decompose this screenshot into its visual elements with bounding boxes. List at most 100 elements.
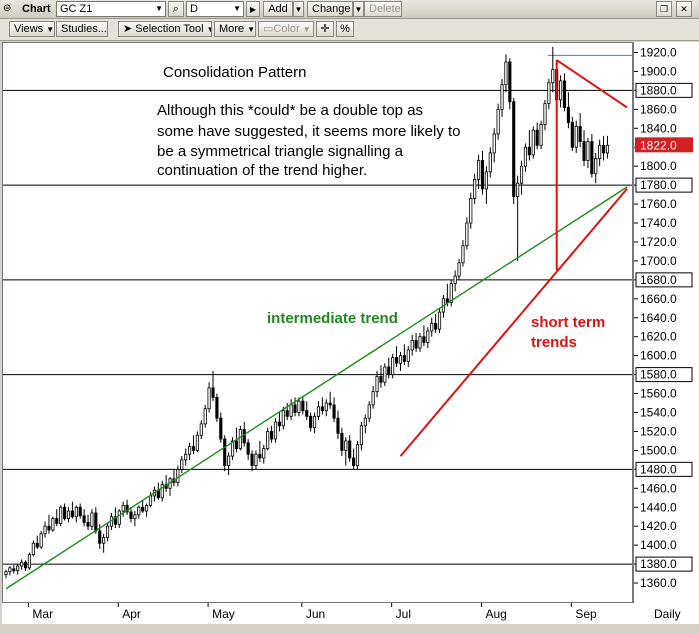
time-tick-label: Aug [485,607,506,621]
candle-body [516,182,520,197]
trend-line[interactable] [399,188,628,457]
candle-body [230,440,235,457]
last-price-label: 1822.0 [640,138,677,152]
price-tick-label: 1800.0 [640,159,677,173]
add-dropdown-button[interactable]: ▼ [293,1,304,17]
candlestick [39,530,43,549]
candle-body [320,406,324,412]
candle-body [324,402,328,412]
candle-body [31,542,35,556]
candlestick [129,507,133,523]
more-button[interactable]: More ▼ [214,21,256,37]
candle-body [195,434,199,451]
close-icon: ✕ [680,4,688,14]
interval-dropdown-icon[interactable]: ▼ [233,4,241,13]
change-dropdown-button[interactable]: ▼ [353,1,364,17]
candle-body [578,125,582,142]
crosshair-button[interactable]: ✛ [316,21,334,37]
time-axis[interactable]: Daily Mar Apr May Jun Jul Aug Sep [2,603,699,629]
candlestick [309,412,313,432]
close-window-button[interactable]: ✕ [676,1,692,17]
selection-tool-button[interactable]: ➤ Selection Tool ▼ [118,21,212,37]
candle-body [422,336,426,343]
candlestick [312,412,317,434]
play-button[interactable]: ▶ [246,1,260,17]
symbol-search-button[interactable]: ⌕ [168,1,184,17]
chart-annotation-title: Consolidation Pattern [163,64,306,81]
candle-body [289,404,293,417]
trend-line[interactable] [5,186,628,590]
delete-button[interactable]: Delete [364,1,402,17]
horizontal-scrollbar[interactable] [2,624,699,629]
candlestick [387,357,391,379]
candlestick [562,73,567,112]
candlestick [453,270,457,292]
candlestick [457,259,461,280]
candle-body [266,431,270,449]
candlestick [484,166,488,205]
price-tick-label: 1540.0 [640,406,677,420]
candlestick [316,401,321,421]
views-button[interactable]: Views ▼ [9,21,55,37]
change-button[interactable]: Change [307,1,353,17]
price-level-label: 1680.0 [640,273,677,287]
trend-line[interactable] [556,59,628,109]
candle-body [398,355,403,364]
comment-line-4: continuation of the trend higher. [157,162,367,179]
color-button[interactable]: ▭Color ▼ [258,21,314,37]
candlestick [31,540,35,557]
candle-body [254,453,258,466]
candle-body [258,453,262,459]
candlestick [266,427,270,451]
candle-body [590,141,594,175]
price-tick-label: 1560.0 [640,387,677,401]
add-button[interactable]: Add [263,1,293,17]
candlestick [410,334,414,356]
candlestick [59,505,63,527]
symbol-dropdown-icon[interactable]: ▼ [155,4,163,13]
candlestick [195,431,199,453]
price-tick-label: 1420.0 [640,519,677,533]
time-tick-label: Mar [32,607,53,621]
candlestick [344,437,348,466]
candle-body [352,457,356,466]
candle-body [383,366,387,383]
candlestick [383,363,387,386]
candle-body [98,530,102,544]
candlestick [332,397,336,422]
candle-body [594,158,598,175]
price-tick-label: 1860.0 [640,102,677,116]
interval-input[interactable]: D ▼ [186,1,244,17]
candlestick [285,403,289,421]
candle-body [125,504,129,513]
candle-body [121,504,125,512]
price-tick-label: 1900.0 [640,64,677,78]
candlestick [512,97,516,205]
candle-body [191,446,196,451]
percent-button[interactable]: % [336,21,354,37]
candlestick [8,565,12,576]
candle-body [137,506,141,516]
candle-body [305,410,309,417]
candle-body [129,511,133,520]
candlestick [289,399,293,421]
restore-window-button[interactable]: ❐ [656,1,672,17]
candle-body [215,396,219,419]
candle-body [113,516,117,525]
candle-body [348,440,352,459]
chart-plot-area[interactable]: Consolidation Pattern Although this *cou… [2,42,633,603]
symbol-input[interactable]: GC Z1 ▼ [56,1,166,17]
candlestick [82,509,86,527]
candle-body [55,518,59,524]
candlestick [43,521,47,538]
candlestick [348,435,352,462]
price-tick-label: 1840.0 [640,121,677,135]
candlestick [586,137,590,169]
candle-body [508,61,512,103]
candle-body [434,323,438,330]
play-icon: ▶ [249,5,257,14]
chart-window-title: Chart [22,3,51,15]
studies-button[interactable]: Studies... [56,21,108,37]
price-axis[interactable]: 1360.0 1380.0 1400.0 1420.0 1440.0 1460.0 1480… [633,42,699,603]
candle-body [227,455,231,466]
